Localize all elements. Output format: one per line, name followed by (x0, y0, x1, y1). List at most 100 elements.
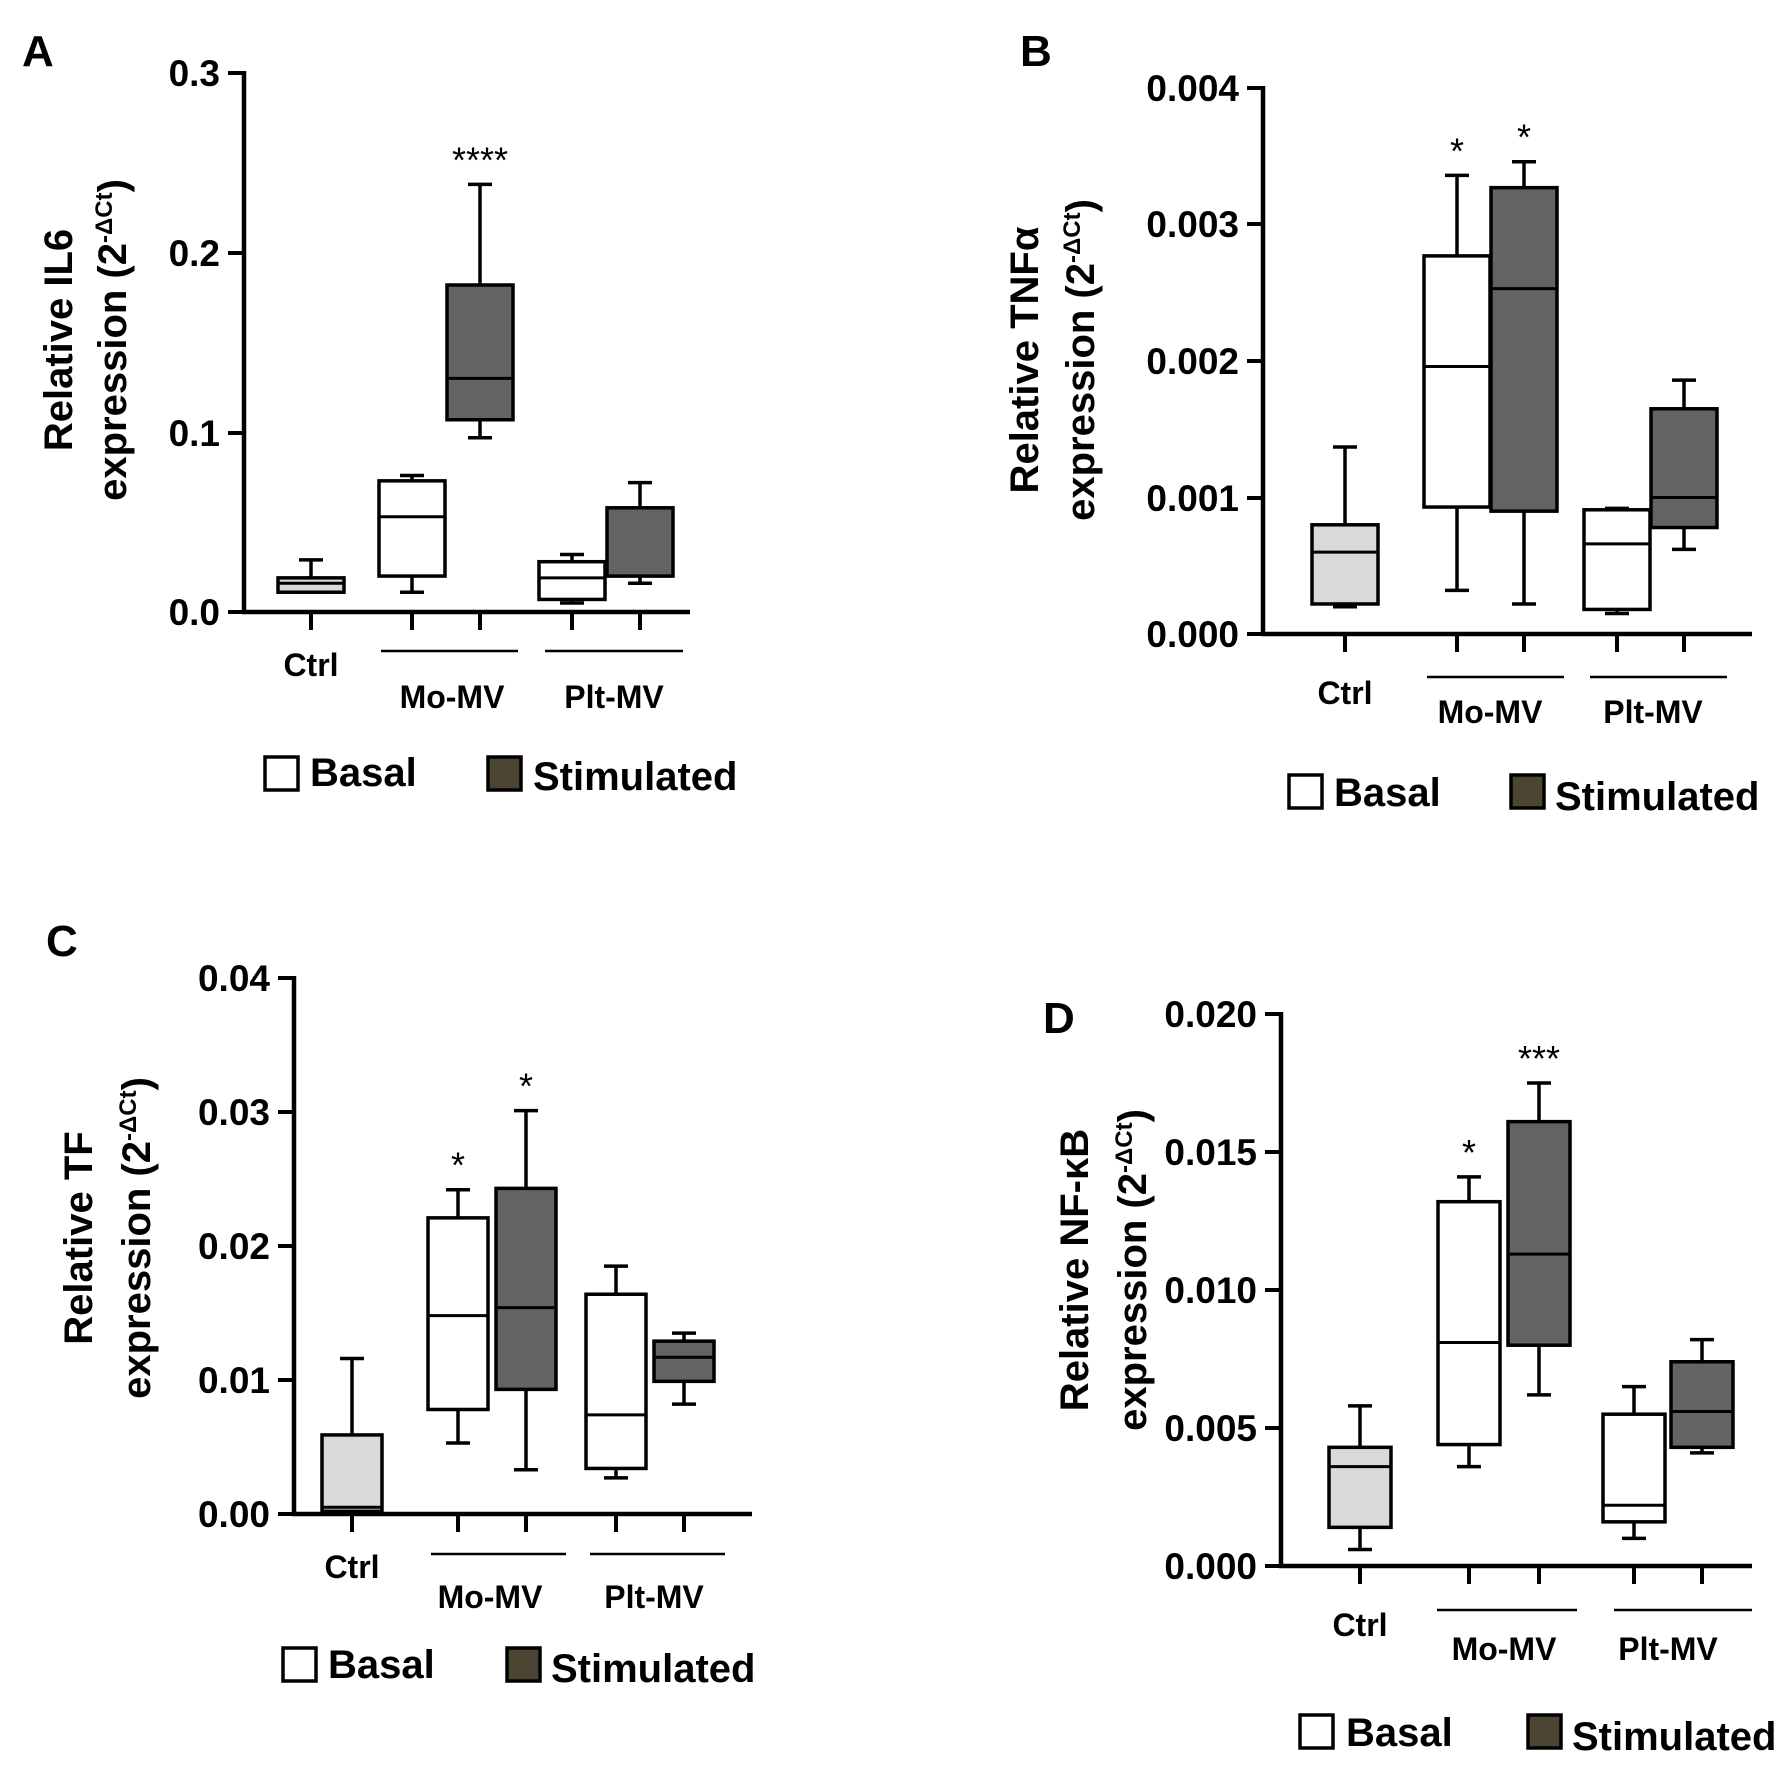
legend: Basal Stimulated (281, 1643, 755, 1691)
box-iqr (1422, 254, 1492, 509)
y-tick-label: 0.1 (169, 413, 220, 454)
ylabel-line2: expression (2-ΔCt) (1111, 1109, 1155, 1431)
ylabel-superscript: -ΔCt (115, 1090, 142, 1141)
ylabel-gene: TF (57, 1131, 101, 1180)
group-label-mo-mv: Mo-MV (1452, 1631, 1558, 1667)
ylabel-prefix: Relative (1053, 1247, 1097, 1412)
significance-marker: *** (1518, 1038, 1560, 1079)
panel-a: A Relative IL6 expression (2-ΔCt) 0.0 0.1 0.2… (22, 27, 737, 799)
box-ctrl-control (320, 1356, 384, 1516)
panel-b-label: B (1020, 27, 1052, 76)
legend: Basal Stimulated (1287, 771, 1759, 819)
y-tick-label: 0.000 (1164, 1546, 1257, 1587)
legend-swatch-basal (263, 755, 300, 792)
box-mo-mv-basal (377, 473, 447, 594)
box-plt-mv-basal (537, 552, 607, 605)
y-tick-label: 0.015 (1164, 1132, 1257, 1173)
group-label-plt-mv: Plt-MV (564, 679, 664, 715)
panel-d: D Relative NF-κB expression (2-ΔCt) 0.000 0.… (1043, 994, 1776, 1759)
box-iqr (1669, 1360, 1735, 1450)
box-mo-mv-stimulated: *** (1506, 1038, 1572, 1397)
ylabel-gene: IL6 (37, 229, 81, 287)
legend-label-stimulated: Stimulated (533, 755, 737, 799)
significance-marker: * (1517, 117, 1531, 158)
panel-b: B Relative TNFα expression (2-ΔCt) 0.000 0.0… (1003, 27, 1759, 819)
ylabel-close: ) (91, 179, 135, 192)
legend-label-stimulated: Stimulated (551, 1647, 755, 1691)
ylabel-superscript: -ΔCt (91, 192, 118, 243)
box-plt-mv-stimulated (1649, 378, 1719, 552)
legend-swatch-stimulated (1509, 773, 1546, 810)
box-iqr (276, 576, 346, 594)
panel-d-label: D (1043, 994, 1075, 1043)
significance-marker: * (1462, 1132, 1476, 1173)
y-tick-label: 0.000 (1146, 614, 1239, 655)
box-iqr (1506, 1119, 1572, 1347)
ylabel-line1: Relative TF (57, 1131, 101, 1344)
box-iqr (320, 1433, 384, 1514)
legend-label-basal: Basal (310, 751, 417, 795)
box-ctrl-control (276, 558, 346, 594)
box-plt-mv-stimulated (652, 1331, 716, 1406)
box-mo-mv-stimulated: * (494, 1066, 558, 1472)
panel-a-ylabel: Relative IL6 expression (2-ΔCt) (37, 179, 135, 501)
box-iqr (494, 1186, 558, 1392)
y-tick-label: 0.0 (169, 592, 220, 633)
group-label-ctrl: Ctrl (1317, 675, 1372, 711)
ylabel-line2: expression (2-ΔCt) (1059, 199, 1103, 521)
group-label-ctrl: Ctrl (283, 647, 338, 683)
box-iqr (652, 1339, 716, 1384)
significance-marker: * (1450, 130, 1464, 171)
box-plt-mv-stimulated (1669, 1337, 1735, 1455)
ylabel-expression: expression (2 (115, 1141, 159, 1399)
box-iqr (537, 559, 607, 602)
y-tick-label: 0.010 (1164, 1270, 1257, 1311)
box-iqr (605, 506, 675, 578)
panel-c-label: C (46, 917, 78, 966)
y-tick-label: 0.020 (1164, 994, 1257, 1035)
box-mo-mv-stimulated: **** (445, 139, 515, 440)
y-tick-label: 0.04 (198, 958, 270, 999)
box-mo-mv-basal: * (426, 1145, 490, 1445)
panel-c: C Relative TF expression (2-ΔCt) 0.00 0.01 0.… (46, 917, 755, 1691)
ylabel-close: ) (1111, 1109, 1155, 1122)
panel-d-ylabel: Relative NF-κB expression (2-ΔCt) (1053, 1109, 1155, 1431)
box-iqr (445, 283, 515, 422)
box-iqr (584, 1292, 648, 1471)
ylabel-superscript: -ΔCt (1111, 1122, 1138, 1173)
legend-swatch-basal (1287, 773, 1324, 810)
legend: Basal Stimulated (1298, 1711, 1776, 1759)
y-tick-label: 0.2 (169, 233, 220, 274)
significance-marker: * (451, 1145, 465, 1186)
significance-marker: **** (452, 139, 508, 180)
ylabel-prefix: Relative (1003, 329, 1047, 494)
panel-c-ylabel: Relative TF expression (2-ΔCt) (57, 1077, 159, 1399)
group-label-plt-mv: Plt-MV (604, 1579, 704, 1615)
ylabel-close: ) (1059, 199, 1103, 212)
box-iqr (1327, 1445, 1393, 1530)
legend-label-basal: Basal (1346, 1711, 1453, 1755)
group-label-plt-mv: Plt-MV (1618, 1631, 1718, 1667)
ylabel-line2: expression (2-ΔCt) (115, 1077, 159, 1399)
ylabel-expression: expression (2 (91, 243, 135, 501)
y-tick-label: 0.03 (198, 1092, 270, 1133)
y-tick-label: 0.02 (198, 1226, 270, 1267)
y-tick-label: 0.005 (1164, 1408, 1257, 1449)
box-iqr (377, 479, 447, 578)
group-label-plt-mv: Plt-MV (1603, 694, 1703, 730)
ylabel-line1: Relative NF-κB (1053, 1129, 1097, 1411)
y-tick-label: 0.00 (198, 1494, 270, 1535)
legend: Basal Stimulated (263, 751, 737, 799)
group-label-ctrl: Ctrl (324, 1549, 379, 1585)
box-mo-mv-basal: * (1436, 1132, 1502, 1469)
legend-label-basal: Basal (328, 1643, 435, 1687)
ylabel-prefix: Relative (57, 1180, 101, 1345)
ylabel-close: ) (115, 1077, 159, 1090)
group-label-mo-mv: Mo-MV (1438, 694, 1544, 730)
ylabel-expression: expression (2 (1059, 263, 1103, 521)
group-label-ctrl: Ctrl (1332, 1607, 1387, 1643)
legend-swatch-stimulated (1526, 1713, 1563, 1750)
box-iqr (1489, 185, 1559, 513)
ylabel-line2: expression (2-ΔCt) (91, 179, 135, 501)
legend-label-basal: Basal (1334, 771, 1441, 815)
